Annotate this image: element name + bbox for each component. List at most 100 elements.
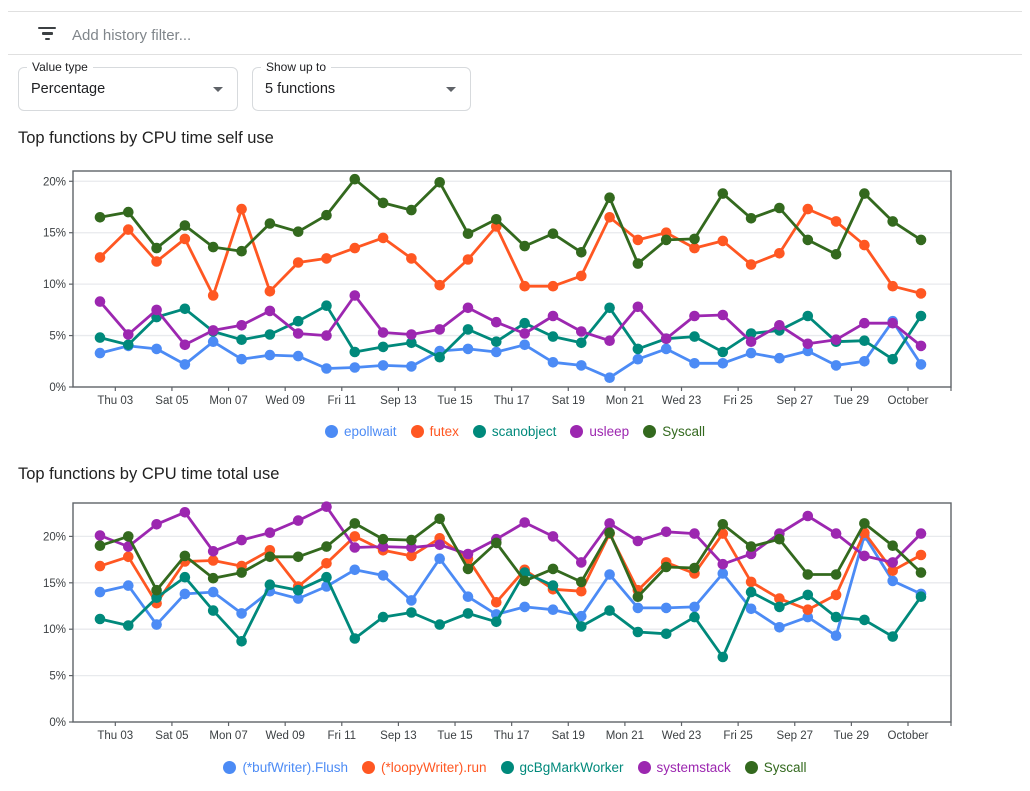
data-point[interactable] bbox=[802, 589, 814, 601]
data-point[interactable] bbox=[632, 301, 644, 313]
data-point[interactable] bbox=[406, 204, 417, 216]
data-point[interactable] bbox=[462, 343, 474, 355]
data-point[interactable] bbox=[236, 334, 247, 345]
data-point[interactable] bbox=[660, 333, 672, 344]
data-point[interactable] bbox=[745, 576, 757, 588]
data-point[interactable] bbox=[123, 206, 134, 218]
data-point[interactable] bbox=[632, 535, 644, 547]
data-point[interactable] bbox=[604, 527, 615, 538]
data-point[interactable] bbox=[547, 531, 559, 542]
data-point[interactable] bbox=[264, 218, 276, 229]
data-point[interactable] bbox=[462, 548, 474, 560]
data-point[interactable] bbox=[349, 173, 361, 185]
data-point[interactable] bbox=[264, 527, 276, 538]
data-point[interactable] bbox=[689, 358, 700, 369]
data-point[interactable] bbox=[292, 226, 304, 237]
data-point[interactable] bbox=[406, 534, 417, 546]
data-point[interactable] bbox=[576, 337, 587, 349]
data-point[interactable] bbox=[745, 213, 757, 224]
data-point[interactable] bbox=[123, 531, 134, 542]
data-point[interactable] bbox=[292, 328, 304, 339]
data-point[interactable] bbox=[830, 589, 842, 601]
data-point[interactable] bbox=[830, 630, 842, 641]
data-point[interactable] bbox=[519, 517, 530, 528]
data-point[interactable] bbox=[604, 335, 615, 346]
data-point[interactable] bbox=[887, 540, 898, 551]
data-point[interactable] bbox=[377, 341, 389, 353]
data-point[interactable] bbox=[94, 530, 106, 541]
data-point[interactable] bbox=[292, 584, 304, 596]
data-point[interactable] bbox=[151, 242, 162, 254]
data-point[interactable] bbox=[887, 631, 898, 642]
data-point[interactable] bbox=[264, 305, 276, 317]
data-point[interactable] bbox=[774, 320, 785, 331]
data-point[interactable] bbox=[887, 575, 898, 587]
data-point[interactable] bbox=[377, 533, 389, 545]
data-point[interactable] bbox=[774, 622, 785, 633]
data-point[interactable] bbox=[179, 359, 191, 370]
data-point[interactable] bbox=[349, 518, 361, 529]
data-point[interactable] bbox=[859, 518, 870, 529]
data-point[interactable] bbox=[859, 317, 870, 329]
data-point[interactable] bbox=[462, 254, 474, 265]
data-point[interactable] bbox=[321, 300, 332, 311]
data-point[interactable] bbox=[632, 343, 644, 355]
data-point[interactable] bbox=[774, 533, 785, 545]
data-point[interactable] bbox=[887, 280, 898, 292]
data-point[interactable] bbox=[491, 336, 502, 347]
data-point[interactable] bbox=[632, 258, 644, 269]
data-point[interactable] bbox=[915, 591, 927, 602]
data-point[interactable] bbox=[406, 253, 417, 264]
data-point[interactable] bbox=[94, 347, 106, 359]
data-point[interactable] bbox=[491, 597, 502, 608]
data-point[interactable] bbox=[604, 302, 615, 314]
data-point[interactable] bbox=[179, 507, 191, 518]
data-point[interactable] bbox=[123, 551, 134, 563]
data-point[interactable] bbox=[547, 357, 559, 368]
data-point[interactable] bbox=[802, 569, 814, 580]
data-point[interactable] bbox=[830, 569, 842, 580]
data-point[interactable] bbox=[915, 528, 927, 539]
data-point[interactable] bbox=[236, 567, 247, 578]
data-point[interactable] bbox=[151, 304, 162, 316]
cpu-time-total-chart[interactable]: 0% 5% 10% 15% 20% Thu 03 Sat 05 Mon 07 Wed 09 Fri… bbox=[0, 497, 1030, 753]
data-point[interactable] bbox=[830, 528, 842, 539]
data-point[interactable] bbox=[292, 350, 304, 362]
data-point[interactable] bbox=[519, 328, 530, 339]
data-point[interactable] bbox=[349, 633, 361, 644]
data-point[interactable] bbox=[377, 570, 389, 581]
data-point[interactable] bbox=[349, 346, 361, 358]
data-point[interactable] bbox=[406, 337, 417, 349]
data-point[interactable] bbox=[123, 339, 134, 351]
data-point[interactable] bbox=[745, 541, 757, 552]
data-point[interactable] bbox=[151, 519, 162, 530]
data-point[interactable] bbox=[859, 335, 870, 346]
data-point[interactable] bbox=[434, 177, 446, 188]
data-point[interactable] bbox=[236, 353, 247, 365]
data-point[interactable] bbox=[321, 571, 332, 583]
data-point[interactable] bbox=[830, 249, 842, 260]
data-point[interactable] bbox=[292, 551, 304, 563]
data-point[interactable] bbox=[547, 310, 559, 322]
data-point[interactable] bbox=[689, 562, 700, 574]
data-point[interactable] bbox=[179, 571, 191, 583]
data-point[interactable] bbox=[915, 340, 927, 352]
data-point[interactable] bbox=[576, 557, 587, 568]
data-point[interactable] bbox=[604, 192, 615, 203]
data-point[interactable] bbox=[802, 234, 814, 246]
data-point[interactable] bbox=[774, 248, 785, 259]
data-point[interactable] bbox=[802, 604, 814, 615]
data-point[interactable] bbox=[264, 551, 276, 563]
data-point[interactable] bbox=[94, 296, 106, 307]
data-point[interactable] bbox=[632, 591, 644, 602]
data-point[interactable] bbox=[774, 352, 785, 364]
data-point[interactable] bbox=[859, 188, 870, 199]
data-point[interactable] bbox=[151, 619, 162, 630]
data-point[interactable] bbox=[632, 602, 644, 614]
data-point[interactable] bbox=[859, 239, 870, 251]
data-point[interactable] bbox=[207, 336, 219, 347]
data-point[interactable] bbox=[434, 553, 446, 564]
data-point[interactable] bbox=[236, 203, 247, 215]
data-point[interactable] bbox=[519, 280, 530, 292]
data-point[interactable] bbox=[604, 212, 615, 223]
